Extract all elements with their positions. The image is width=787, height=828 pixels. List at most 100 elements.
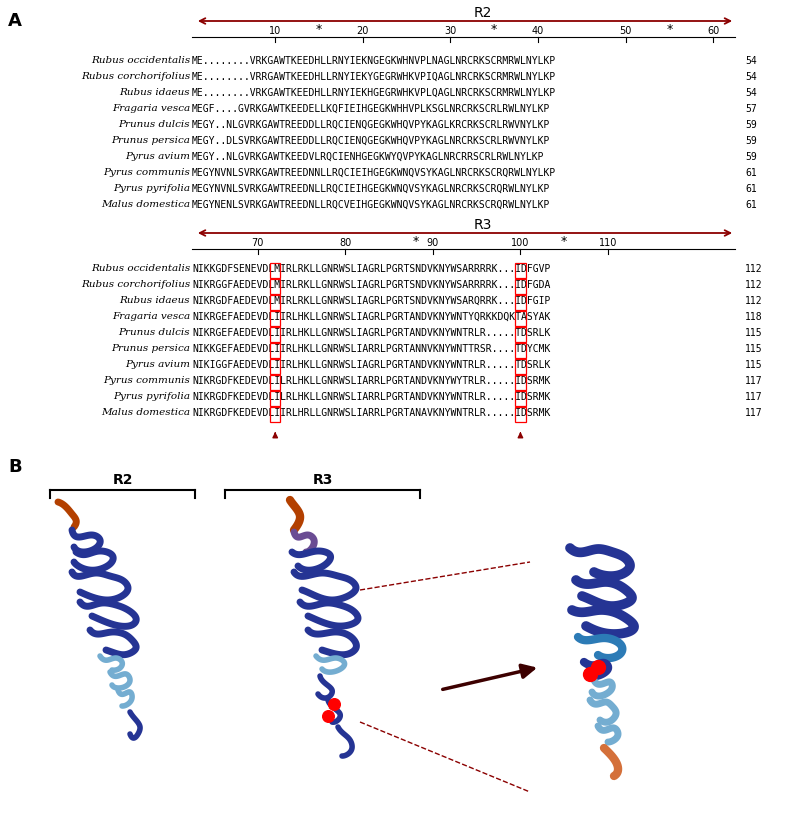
Text: 61: 61 <box>745 200 757 209</box>
Text: NIKRGGFAEDEVDLMIRLRKLLGNRWSLIAGRLPGRTSNDVKNYWSARRRRK...IDFGDA: NIKRGGFAEDEVDLMIRLRKLLGNRWSLIAGRLPGRTSND… <box>192 280 550 290</box>
Text: 54: 54 <box>745 56 757 66</box>
Text: Rubus idaeus: Rubus idaeus <box>120 88 190 97</box>
Text: Rubus idaeus: Rubus idaeus <box>120 296 190 305</box>
Text: 20: 20 <box>357 26 369 36</box>
Text: 112: 112 <box>745 263 763 274</box>
Bar <box>515 359 526 374</box>
Bar <box>515 263 526 278</box>
Text: 61: 61 <box>745 168 757 178</box>
Text: R3: R3 <box>312 473 333 486</box>
Text: 59: 59 <box>745 120 757 130</box>
Bar <box>270 375 280 390</box>
Text: Malus domestica: Malus domestica <box>101 407 190 416</box>
Text: Pyrus pyrifolia: Pyrus pyrifolia <box>113 392 190 401</box>
Text: NIKRGEFAEDEVDLIIRLHKLLGNRWSLIAGRLPGRTANDVKNYWNTRLR.....TDSRLK: NIKRGEFAEDEVDLIIRLHKLLGNRWSLIAGRLPGRTAND… <box>192 328 550 338</box>
Text: NIKRGDFKEDEVDLILRLHKLLGNRWSLIARRLPGRTANDVKNYWNTRLR.....IDSRMK: NIKRGDFKEDEVDLILRLHKLLGNRWSLIARRLPGRTAND… <box>192 392 550 402</box>
Text: 54: 54 <box>745 88 757 98</box>
Point <box>584 667 597 681</box>
Text: MEGYNVNLSVRKGAWTREEDNNLLRQCIEIHGEGKWNQVSYKAGLNRCRKSCRQRWLNYLKP: MEGYNVNLSVRKGAWTREEDNNLLRQCIEIHGEGKWNQVS… <box>192 168 556 178</box>
Text: B: B <box>8 457 21 475</box>
Bar <box>270 407 280 422</box>
Text: A: A <box>8 12 22 30</box>
Text: *: * <box>666 23 672 36</box>
Text: 10: 10 <box>269 26 281 36</box>
Text: NIKRGDFKEDEVDLILRLHKLLGNRWSLIARRLPGRTANDVKNYWYTRLR.....IDSRMK: NIKRGDFKEDEVDLILRLHKLLGNRWSLIARRLPGRTAND… <box>192 376 550 386</box>
Text: Prunus persica: Prunus persica <box>111 344 190 353</box>
Text: 60: 60 <box>707 26 719 36</box>
Text: Malus domestica: Malus domestica <box>101 200 190 209</box>
Text: Rubus corchorifolius: Rubus corchorifolius <box>81 72 190 81</box>
Text: 30: 30 <box>444 26 456 36</box>
Text: NIKRGEFAEDEVDLIIRLHKLLGNRWSLIAGRLPGRTANDVKNYWNTYQRKKDQKTASYAK: NIKRGEFAEDEVDLIIRLHKLLGNRWSLIAGRLPGRTAND… <box>192 311 550 321</box>
Text: 59: 59 <box>745 152 757 161</box>
Text: Rubus occidentalis: Rubus occidentalis <box>91 56 190 65</box>
Text: MEGY..NLGVRKGAWTKEEDVLRQCIENHGEGKWYQVPYKAGLNRCRRSCRLRWLNYLKP: MEGY..NLGVRKGAWTKEEDVLRQCIENHGEGKWYQVPYK… <box>192 152 545 161</box>
Bar <box>270 279 280 295</box>
Text: Pyrus avium: Pyrus avium <box>125 152 190 161</box>
Text: 112: 112 <box>745 296 763 306</box>
Text: R2: R2 <box>473 6 492 20</box>
Text: R3: R3 <box>473 218 492 232</box>
Text: 90: 90 <box>427 238 439 248</box>
Text: Prunus dulcis: Prunus dulcis <box>118 328 190 337</box>
Text: *: * <box>316 23 322 36</box>
Bar <box>515 375 526 390</box>
Text: ME........VRRGAWTKEEDHLLRNYIEKYGEGRWHKVPIQAGLNRCRKSCRMRWLNYLKP: ME........VRRGAWTKEEDHLLRNYIEKYGEGRWHKVP… <box>192 72 556 82</box>
Text: 70: 70 <box>252 238 264 248</box>
Bar <box>515 311 526 326</box>
Bar <box>270 296 280 310</box>
Text: *: * <box>412 234 419 248</box>
Text: NIKIGGFAEDEVDLIIRLHKLLGNRWSLIAGRLPGRTANDVKNYWNTRLR.....TDSRLK: NIKIGGFAEDEVDLIIRLHKLLGNRWSLIAGRLPGRTAND… <box>192 359 550 369</box>
Text: 100: 100 <box>512 238 530 248</box>
Bar <box>515 327 526 343</box>
Text: 118: 118 <box>745 311 763 321</box>
Text: Pyrus communis: Pyrus communis <box>103 376 190 384</box>
Bar <box>515 391 526 407</box>
Text: 117: 117 <box>745 392 763 402</box>
Text: *: * <box>491 23 497 36</box>
Text: Fragaria vesca: Fragaria vesca <box>112 311 190 320</box>
Text: 80: 80 <box>339 238 351 248</box>
Text: NIKRGDFAEDEVDLMIRLRKLLGNRWSLIAGRLPGRTSNDVKNYWSARQRRK...IDFGIP: NIKRGDFAEDEVDLMIRLRKLLGNRWSLIAGRLPGRTSND… <box>192 296 550 306</box>
Bar <box>270 391 280 407</box>
Text: MEGY..NLGVRKGAWTREEDDLLRQCIENQGEGKWHQVPYKAGLKRCRKSCRLRWVNYLKP: MEGY..NLGVRKGAWTREEDDLLRQCIENQGEGKWHQVPY… <box>192 120 550 130</box>
Point <box>322 710 334 723</box>
Text: MEGY..DLSVRKGAWTREEDDLLRQCIENQGEGKWHQVPYKAGLNRCRKSCRLRWVNYLKP: MEGY..DLSVRKGAWTREEDDLLRQCIENQGEGKWHQVPY… <box>192 136 550 146</box>
Text: 110: 110 <box>599 238 617 248</box>
Text: 117: 117 <box>745 407 763 417</box>
Text: ME........VRKGAWTKEEDHLLRNYIEKNGEGKWHNVPLNAGLNRCRKSCRMRWLNYLKP: ME........VRKGAWTKEEDHLLRNYIEKNGEGKWHNVP… <box>192 56 556 66</box>
Text: Pyrus pyrifolia: Pyrus pyrifolia <box>113 184 190 193</box>
Text: MEGYNENLSVRKGAWTREEDNLLRQCVEIHGEGKWNQVSYKAGLNRCRKSCRQRWLNYLKP: MEGYNENLSVRKGAWTREEDNLLRQCVEIHGEGKWNQVSY… <box>192 200 550 209</box>
Text: ME........VRKGAWTKEEDHLLRNYIEKHGEGRWHKVPLQAGLNRCRKSCRMRWLNYLKP: ME........VRKGAWTKEEDHLLRNYIEKHGEGRWHKVP… <box>192 88 556 98</box>
Text: 115: 115 <box>745 359 763 369</box>
Text: MEGF....GVRKGAWTKEEDELLKQFIEIHGEGKWHHVPLKSGLNRCRKSCRLRWLNYLKP: MEGF....GVRKGAWTKEEDELLKQFIEIHGEGKWHHVPL… <box>192 104 550 114</box>
Bar <box>270 327 280 343</box>
Text: R2: R2 <box>113 473 133 486</box>
Text: 40: 40 <box>532 26 544 36</box>
Bar <box>270 343 280 359</box>
Text: 115: 115 <box>745 328 763 338</box>
Bar <box>515 343 526 359</box>
Text: 57: 57 <box>745 104 757 114</box>
Text: NIKKGDFSENEVDLMIRLRKLLGNRWSLIAGRLPGRTSNDVKNYWSARRRRK...IDFGVP: NIKKGDFSENEVDLMIRLRKLLGNRWSLIAGRLPGRTSND… <box>192 263 550 274</box>
Text: Prunus persica: Prunus persica <box>111 136 190 145</box>
Point <box>592 661 604 674</box>
Text: Rubus corchorifolius: Rubus corchorifolius <box>81 280 190 289</box>
Text: 115: 115 <box>745 344 763 354</box>
Point <box>327 697 340 710</box>
Bar <box>270 311 280 326</box>
Text: 61: 61 <box>745 184 757 194</box>
Text: 50: 50 <box>619 26 632 36</box>
Text: Rubus occidentalis: Rubus occidentalis <box>91 263 190 272</box>
Bar <box>515 407 526 422</box>
Text: Pyrus communis: Pyrus communis <box>103 168 190 177</box>
Text: 59: 59 <box>745 136 757 146</box>
Text: NIKKGEFAEDEVDLIIRLHKLLGNRWSLIARRLPGRTANNVKNYWNTTRSR....TDYCMK: NIKKGEFAEDEVDLIIRLHKLLGNRWSLIARRLPGRTANN… <box>192 344 550 354</box>
Text: 54: 54 <box>745 72 757 82</box>
Text: NIKRGDFKEDEVDLIIRLHRLLGNRWSLIARRLPGRTANAVKNYWNTRLR.....IDSRMK: NIKRGDFKEDEVDLIIRLHRLLGNRWSLIARRLPGRTANA… <box>192 407 550 417</box>
Text: *: * <box>561 234 567 248</box>
Bar <box>270 263 280 278</box>
Text: MEGYNVNLSVRKGAWTREEDNLLRQCIEIHGEGKWNQVSYKAGLNRCRKSCRQRWLNYLKP: MEGYNVNLSVRKGAWTREEDNLLRQCIEIHGEGKWNQVSY… <box>192 184 550 194</box>
Text: Prunus dulcis: Prunus dulcis <box>118 120 190 129</box>
Text: 112: 112 <box>745 280 763 290</box>
